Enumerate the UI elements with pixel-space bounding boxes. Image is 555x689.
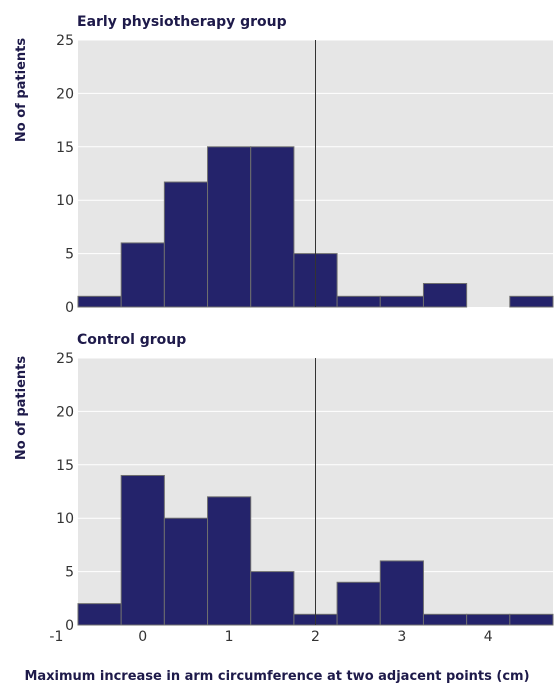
histogram-bar: [163, 517, 209, 626]
plot-area: 0 5 10 15 20 25: [56, 33, 554, 316]
y-tick-label: 15: [56, 140, 74, 156]
histogram-bar: [207, 496, 252, 626]
histogram-bar: [120, 474, 165, 626]
y-tick-label: 10: [56, 193, 74, 209]
histogram-bar: [77, 603, 122, 626]
histogram-bar: [207, 146, 252, 308]
early-physiotherapy-panel: Early physiotherapy group No of patients…: [14, 14, 554, 316]
x-tick-label: 2: [311, 629, 320, 645]
histogram-bar: [250, 146, 295, 308]
y-tick-label: 0: [65, 618, 74, 634]
histogram-bar: [422, 283, 468, 308]
histogram-bar: [466, 613, 511, 626]
histogram-bar: [336, 295, 381, 308]
control-group-panel: Control group No of patients 0510152025-…: [14, 332, 554, 645]
histogram-bar: [336, 581, 381, 626]
histogram-bar: [379, 295, 424, 308]
x-tick-label: -1: [49, 629, 63, 645]
y-tick-label: 25: [56, 33, 74, 49]
panel-title: Early physiotherapy group: [77, 14, 287, 30]
y-axis-label: No of patients: [14, 38, 29, 142]
panel-title: Control group: [77, 332, 186, 348]
histogram-bar: [77, 295, 122, 308]
y-tick-label: 5: [65, 247, 74, 263]
histogram-bar: [509, 613, 554, 626]
y-tick-label: 20: [56, 86, 74, 102]
y-tick-label: 15: [56, 458, 74, 474]
y-axis-label: No of patients: [14, 356, 29, 460]
y-tick-label: 20: [56, 404, 74, 420]
histogram-bar: [509, 295, 554, 308]
histogram-bar: [422, 613, 468, 626]
y-tick-label: 10: [56, 511, 74, 527]
histogram-bar: [163, 181, 209, 308]
histogram-bar: [379, 560, 424, 626]
y-tick-label: 0: [65, 300, 74, 316]
x-tick-label: 0: [138, 629, 147, 645]
x-axis-label: Maximum increase in arm circumference at…: [24, 669, 529, 684]
x-tick-label: 4: [484, 629, 493, 645]
histogram-bar: [120, 242, 165, 308]
x-tick-label: 1: [225, 629, 234, 645]
x-tick-label: 3: [397, 629, 406, 645]
y-tick-label: 25: [56, 351, 74, 367]
y-tick-label: 5: [65, 565, 74, 581]
histogram-bar: [250, 571, 295, 626]
